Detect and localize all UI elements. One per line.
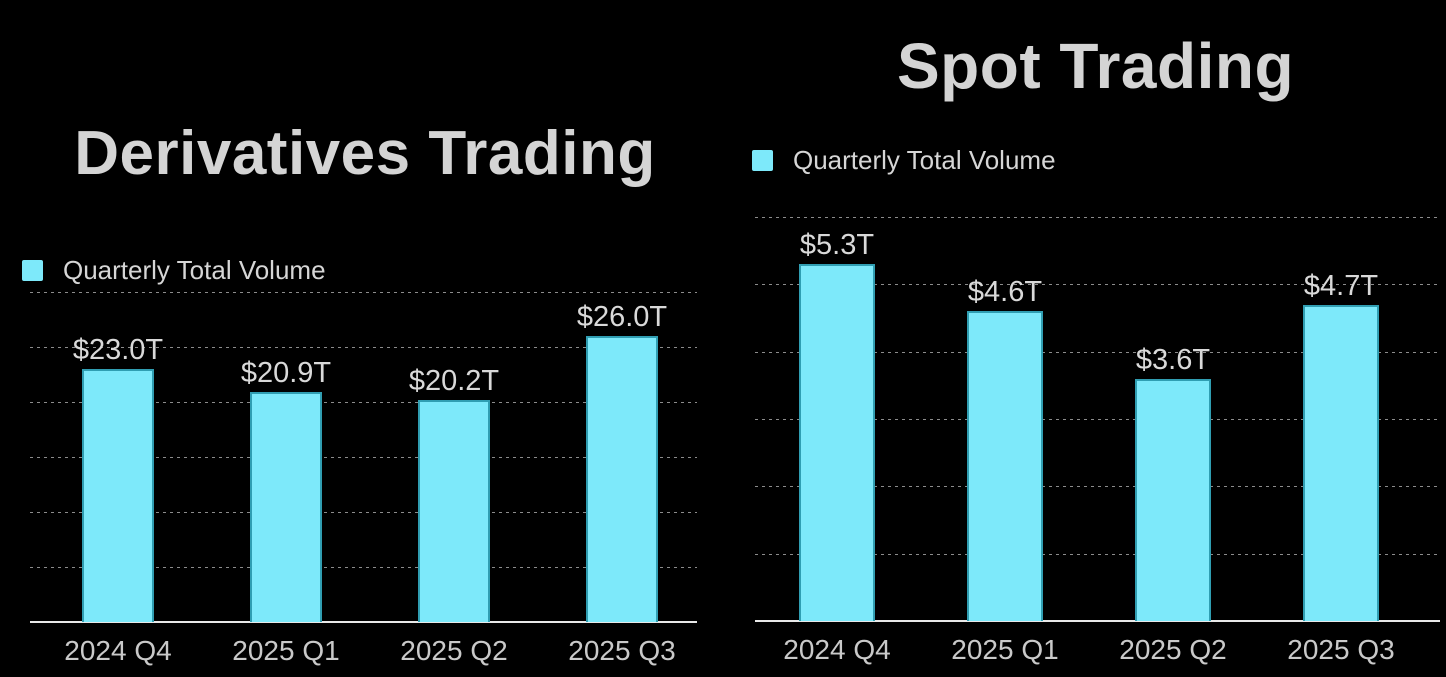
bar-2024-q4 bbox=[799, 264, 875, 621]
value-label: $26.0T bbox=[576, 301, 668, 333]
plot-area: $5.3T 2024 Q4 $4.6T 2025 Q1 $3.6T 2025 Q2 $4.7… bbox=[755, 217, 1440, 665]
value-label: $20.2T bbox=[408, 364, 500, 397]
x-tick-label: 2025 Q1 bbox=[951, 634, 1059, 665]
x-tick-label: 2024 Q4 bbox=[783, 634, 891, 665]
gridline bbox=[755, 284, 1440, 286]
bar-2025-q1 bbox=[967, 311, 1043, 621]
plot-area: $23.0T 2024 Q4 $20.9T 2025 Q1 $20.2T 2025 Q2 $… bbox=[30, 292, 697, 666]
gridline bbox=[755, 486, 1440, 488]
value-label: $4.7T bbox=[1303, 269, 1379, 302]
value-label: $4.6T bbox=[967, 276, 1043, 309]
gridline bbox=[755, 217, 1440, 218]
gridline bbox=[30, 292, 697, 293]
legend-swatch-icon bbox=[752, 149, 773, 171]
derivatives-trading-chart: Derivatives Trading Quarterly Total Volu… bbox=[20, 0, 710, 677]
x-axis-line bbox=[30, 621, 697, 623]
x-tick-label: 2025 Q3 bbox=[568, 635, 676, 666]
bar-2025-q2 bbox=[1135, 378, 1211, 621]
gridline bbox=[30, 457, 697, 458]
legend: Quarterly Total Volume bbox=[752, 147, 1056, 173]
bar-2025-q2 bbox=[418, 399, 490, 622]
bar-2025-q1 bbox=[250, 392, 322, 622]
gridline bbox=[755, 553, 1440, 555]
x-tick-label: 2024 Q4 bbox=[64, 635, 172, 666]
gridline bbox=[755, 419, 1440, 420]
legend: Quarterly Total Volume bbox=[22, 257, 326, 283]
legend-swatch-icon bbox=[22, 259, 43, 281]
bar-2024-q4 bbox=[82, 369, 154, 622]
x-tick-label: 2025 Q2 bbox=[1119, 634, 1227, 665]
chart-title: Derivatives Trading bbox=[74, 119, 656, 188]
legend-label: Quarterly Total Volume bbox=[63, 255, 326, 285]
x-tick-label: 2025 Q1 bbox=[232, 635, 340, 666]
value-label: $3.6T bbox=[1135, 343, 1211, 376]
value-label: $23.0T bbox=[72, 334, 164, 366]
bar-2025-q3 bbox=[586, 336, 658, 622]
gridline bbox=[30, 402, 697, 403]
gridline bbox=[755, 351, 1440, 353]
chart-title: Spot Trading bbox=[896, 30, 1295, 102]
value-label: $5.3T bbox=[799, 229, 875, 262]
x-axis-line bbox=[755, 620, 1440, 622]
bar-2025-q3 bbox=[1303, 304, 1379, 621]
gridline bbox=[30, 512, 697, 513]
legend-label: Quarterly Total Volume bbox=[793, 145, 1056, 175]
gridline bbox=[30, 347, 697, 348]
x-tick-label: 2025 Q3 bbox=[1287, 634, 1395, 665]
gridline bbox=[30, 567, 697, 568]
value-label: $20.9T bbox=[240, 357, 332, 390]
x-tick-label: 2025 Q2 bbox=[400, 635, 508, 666]
spot-trading-chart: Spot Trading Quarterly Total Volume $5.3… bbox=[745, 0, 1446, 677]
